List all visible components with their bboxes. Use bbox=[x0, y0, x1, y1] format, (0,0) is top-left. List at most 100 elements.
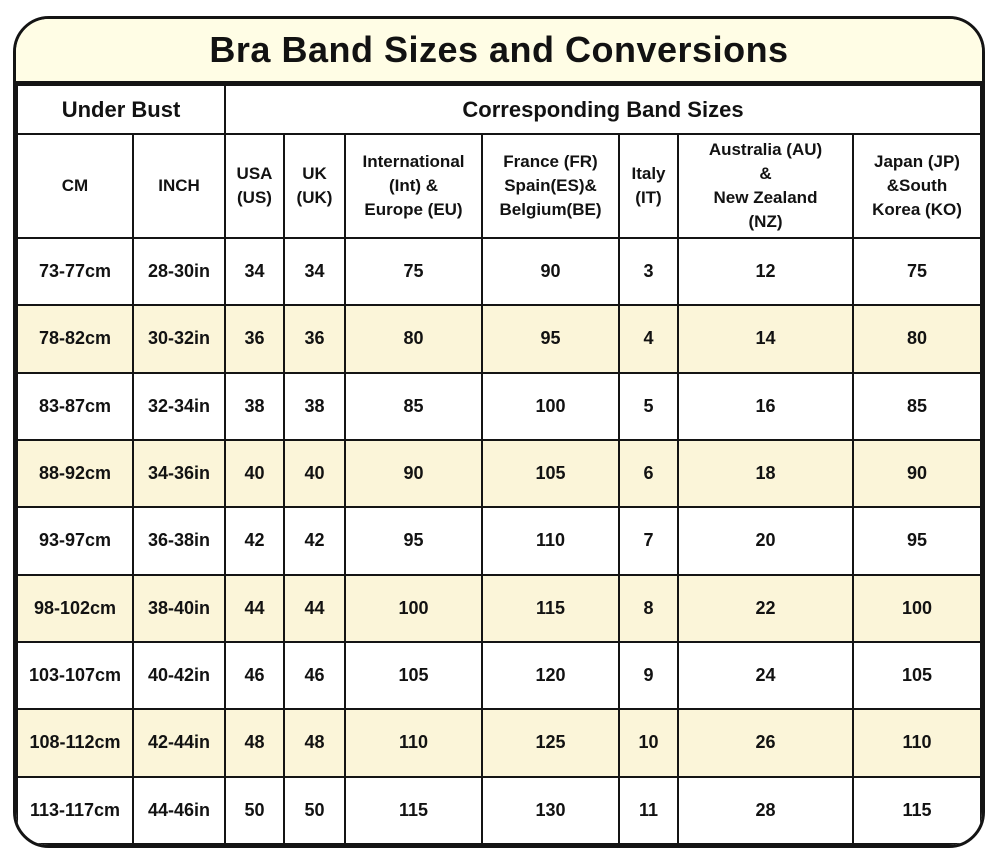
table-cell: 75 bbox=[852, 236, 982, 307]
table-cell: 28 bbox=[677, 775, 854, 845]
table-cell: 44 bbox=[283, 573, 346, 643]
table-cell: 46 bbox=[283, 640, 346, 711]
table-cell: 38 bbox=[283, 371, 346, 441]
table-cell: 73-77cm bbox=[16, 236, 134, 307]
table-cell: 80 bbox=[852, 304, 982, 374]
table-cell: 18 bbox=[677, 438, 854, 509]
table-cell: 105 bbox=[481, 438, 620, 509]
table-cell: 88-92cm bbox=[16, 438, 134, 509]
table-cell: 40 bbox=[283, 438, 346, 509]
table-row: 113-117cm 44-46in 50 50 115 130 11 28 115 bbox=[16, 775, 982, 845]
table-row: 78-82cm 30-32in 36 36 80 95 4 14 80 bbox=[16, 304, 982, 374]
table-cell: 115 bbox=[344, 775, 483, 845]
table-cell: 130 bbox=[481, 775, 620, 845]
table-cell: 26 bbox=[677, 708, 854, 778]
table-cell: 110 bbox=[344, 708, 483, 778]
table-cell: 20 bbox=[677, 506, 854, 576]
table-cell: 36 bbox=[224, 304, 285, 374]
table-cell: 34 bbox=[283, 236, 346, 307]
table-cell: 95 bbox=[344, 506, 483, 576]
column-header-inch: INCH bbox=[132, 133, 226, 239]
table-cell: 44 bbox=[224, 573, 285, 643]
table-cell: 36 bbox=[283, 304, 346, 374]
table-cell: 113-117cm bbox=[16, 775, 134, 845]
table-row: 88-92cm 34-36in 40 40 90 105 6 18 90 bbox=[16, 438, 982, 509]
table-cell: 95 bbox=[852, 506, 982, 576]
table-cell: 83-87cm bbox=[16, 371, 134, 441]
table-cell: 40 bbox=[224, 438, 285, 509]
size-conversion-card: Bra Band Sizes and Conversions Under Bus… bbox=[13, 16, 985, 848]
table-cell: 48 bbox=[224, 708, 285, 778]
table-cell: 30-32in bbox=[132, 304, 226, 374]
column-header-japan-south-korea: Japan (JP) &South Korea (KO) bbox=[852, 133, 982, 239]
table-cell: 22 bbox=[677, 573, 854, 643]
table-cell: 36-38in bbox=[132, 506, 226, 576]
table-row: 98-102cm 38-40in 44 44 100 115 8 22 100 bbox=[16, 573, 982, 643]
table-row: 108-112cm 42-44in 48 48 110 125 10 26 110 bbox=[16, 708, 982, 778]
column-header-international-europe: International (Int) & Europe (EU) bbox=[344, 133, 483, 239]
table-row: 83-87cm 32-34in 38 38 85 100 5 16 85 bbox=[16, 371, 982, 441]
table-cell: 85 bbox=[852, 371, 982, 441]
table-cell: 120 bbox=[481, 640, 620, 711]
table-cell: 95 bbox=[481, 304, 620, 374]
table-body: 73-77cm 28-30in 34 34 75 90 3 12 75 78-82cm 30-32i… bbox=[16, 236, 982, 845]
table-cell: 90 bbox=[481, 236, 620, 307]
table-cell: 100 bbox=[852, 573, 982, 643]
table-cell: 38 bbox=[224, 371, 285, 441]
table-cell: 8 bbox=[618, 573, 679, 643]
group-header-under-bust: Under Bust bbox=[16, 84, 226, 135]
table-cell: 105 bbox=[344, 640, 483, 711]
table-cell: 6 bbox=[618, 438, 679, 509]
table-cell: 115 bbox=[481, 573, 620, 643]
table-cell: 24 bbox=[677, 640, 854, 711]
column-header-row: CM INCH USA (US) UK (UK) International (… bbox=[16, 133, 982, 239]
column-header-cm: CM bbox=[16, 133, 134, 239]
column-header-italy: Italy (IT) bbox=[618, 133, 679, 239]
table-cell: 12 bbox=[677, 236, 854, 307]
table-cell: 80 bbox=[344, 304, 483, 374]
table-row: 93-97cm 36-38in 42 42 95 110 7 20 95 bbox=[16, 506, 982, 576]
table-cell: 5 bbox=[618, 371, 679, 441]
table-cell: 78-82cm bbox=[16, 304, 134, 374]
table-cell: 90 bbox=[852, 438, 982, 509]
table-cell: 100 bbox=[481, 371, 620, 441]
table-cell: 14 bbox=[677, 304, 854, 374]
table-cell: 34 bbox=[224, 236, 285, 307]
column-header-australia-new-zealand: Australia (AU) & New Zealand (NZ) bbox=[677, 133, 854, 239]
title-band: Bra Band Sizes and Conversions bbox=[16, 19, 982, 84]
table-cell: 110 bbox=[481, 506, 620, 576]
column-header-usa: USA (US) bbox=[224, 133, 285, 239]
table-cell: 7 bbox=[618, 506, 679, 576]
table-cell: 115 bbox=[852, 775, 982, 845]
table-cell: 105 bbox=[852, 640, 982, 711]
table-cell: 48 bbox=[283, 708, 346, 778]
table-row: 103-107cm 40-42in 46 46 105 120 9 24 105 bbox=[16, 640, 982, 711]
table-cell: 50 bbox=[283, 775, 346, 845]
column-header-france-spain-belgium: France (FR) Spain(ES)& Belgium(BE) bbox=[481, 133, 620, 239]
table-cell: 93-97cm bbox=[16, 506, 134, 576]
table-cell: 10 bbox=[618, 708, 679, 778]
table-cell: 98-102cm bbox=[16, 573, 134, 643]
table-cell: 90 bbox=[344, 438, 483, 509]
table-cell: 34-36in bbox=[132, 438, 226, 509]
table-cell: 42 bbox=[283, 506, 346, 576]
table-cell: 42 bbox=[224, 506, 285, 576]
table-cell: 42-44in bbox=[132, 708, 226, 778]
table-cell: 28-30in bbox=[132, 236, 226, 307]
table-cell: 50 bbox=[224, 775, 285, 845]
table-cell: 38-40in bbox=[132, 573, 226, 643]
table-cell: 110 bbox=[852, 708, 982, 778]
group-header-row: Under Bust Corresponding Band Sizes bbox=[16, 84, 982, 135]
table-cell: 100 bbox=[344, 573, 483, 643]
page-title: Bra Band Sizes and Conversions bbox=[209, 29, 789, 70]
table-cell: 46 bbox=[224, 640, 285, 711]
table-cell: 85 bbox=[344, 371, 483, 441]
table-cell: 4 bbox=[618, 304, 679, 374]
table-cell: 11 bbox=[618, 775, 679, 845]
table-cell: 103-107cm bbox=[16, 640, 134, 711]
table-cell: 40-42in bbox=[132, 640, 226, 711]
table-cell: 32-34in bbox=[132, 371, 226, 441]
table-cell: 9 bbox=[618, 640, 679, 711]
group-header-band-sizes: Corresponding Band Sizes bbox=[224, 84, 982, 135]
table-cell: 16 bbox=[677, 371, 854, 441]
